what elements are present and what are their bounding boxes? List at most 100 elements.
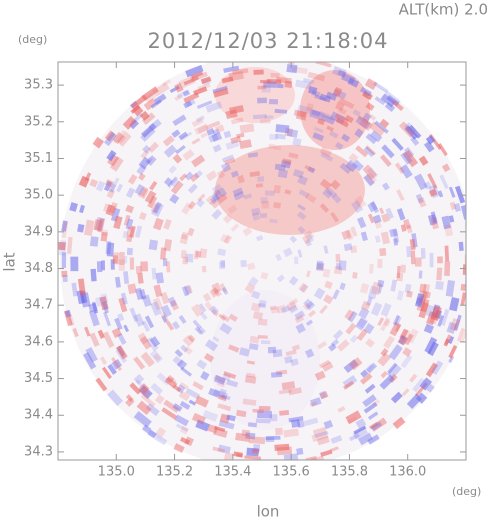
radar-echo — [423, 181, 432, 190]
radar-echo — [248, 276, 259, 288]
radar-echo — [141, 320, 151, 332]
radar-echo — [334, 113, 349, 124]
radar-echo — [458, 241, 464, 251]
radar-echo — [114, 317, 123, 331]
radar-echo — [309, 109, 325, 121]
radar-echo — [364, 78, 378, 90]
radar-echo — [169, 377, 177, 384]
radar-echo — [466, 222, 474, 234]
radar-echo — [84, 326, 91, 337]
radar-echo — [236, 132, 245, 139]
radar-echo — [306, 270, 311, 278]
radar-echo — [140, 261, 149, 272]
radar-echo — [274, 163, 286, 171]
y-unit: (deg) — [18, 33, 47, 46]
radar-echo — [139, 288, 147, 300]
radar-echo — [197, 193, 206, 202]
radar-echo — [352, 109, 361, 117]
radar-echo — [260, 119, 271, 124]
radar-echo — [97, 329, 105, 339]
radar-echo — [241, 429, 251, 437]
radar-echo — [246, 447, 259, 457]
radar-echo — [435, 280, 444, 290]
radar-echo — [365, 102, 375, 111]
radar-echo — [406, 393, 422, 410]
radar-echo — [233, 191, 245, 201]
radar-echo — [192, 319, 202, 330]
radar-echo — [257, 410, 273, 419]
radar-echo — [389, 228, 398, 238]
radar-echo — [183, 284, 192, 295]
radar-echo — [220, 259, 226, 268]
radar-echo — [267, 346, 277, 354]
radar-echo — [202, 292, 212, 302]
radar-echo — [195, 419, 210, 432]
radar-echo — [152, 201, 162, 214]
radar-echo — [141, 187, 149, 197]
radar-echo — [469, 285, 477, 303]
radar-echo — [328, 343, 337, 352]
radar-echo — [161, 314, 168, 323]
radar-echo — [93, 219, 103, 232]
radar-echo — [364, 172, 377, 186]
radar-echo — [188, 399, 197, 406]
radar-echo — [312, 426, 327, 436]
radar-echo — [277, 169, 288, 179]
radar-echo — [185, 285, 193, 294]
radar-echo — [400, 264, 406, 273]
radar-echo — [299, 283, 308, 293]
radar-echo — [359, 118, 373, 132]
radar-echo — [209, 305, 219, 316]
radar-echo — [343, 380, 355, 390]
radar-echo — [245, 372, 256, 378]
radar-echo — [318, 390, 328, 400]
radar-echo — [67, 314, 75, 326]
radar-echo — [326, 187, 337, 199]
radar-echo — [141, 123, 157, 138]
radar-echo — [276, 83, 284, 89]
radar-echo — [133, 411, 152, 428]
radar-echo — [427, 341, 439, 357]
radar-echo — [184, 171, 194, 181]
radar-echo — [221, 394, 231, 401]
radar-echo — [330, 338, 340, 347]
radar-echo — [122, 116, 137, 130]
radar-echo — [196, 100, 213, 109]
radar-echo — [301, 234, 311, 245]
radar-echo — [396, 208, 406, 221]
radar-echo — [130, 94, 148, 110]
radar-echo — [163, 144, 178, 158]
radar-echo — [380, 348, 389, 357]
radar-echo — [208, 387, 221, 398]
radar-echo — [150, 301, 162, 316]
radar-echo — [125, 394, 134, 402]
radar-echo — [127, 283, 137, 295]
radar-echo — [294, 310, 306, 321]
radar-echo — [107, 154, 119, 167]
radar-echo — [343, 243, 353, 252]
radar-echo — [374, 220, 383, 229]
radar-echo — [328, 130, 339, 139]
radar-echo — [172, 355, 184, 367]
radar-echo — [217, 444, 231, 454]
radar-echo — [418, 301, 429, 319]
radar-echo — [381, 182, 390, 191]
radar-echo — [239, 123, 255, 134]
radar-echo — [143, 98, 157, 111]
radar-echo — [102, 301, 109, 314]
radar-echo — [161, 79, 172, 87]
radar-echo — [160, 247, 167, 260]
radar-echo — [242, 226, 253, 237]
radar-echo — [367, 434, 380, 445]
radar-echo — [211, 282, 222, 294]
radar-echo — [370, 281, 382, 296]
radar-echo — [160, 291, 170, 305]
radar-echo — [91, 301, 99, 314]
radar-echo — [284, 127, 294, 137]
radar-echo — [320, 152, 334, 162]
echo-area — [300, 70, 370, 150]
radar-echo — [221, 76, 234, 84]
radar-echo — [77, 223, 85, 233]
radar-echo — [345, 322, 357, 335]
radar-echo — [311, 431, 329, 443]
